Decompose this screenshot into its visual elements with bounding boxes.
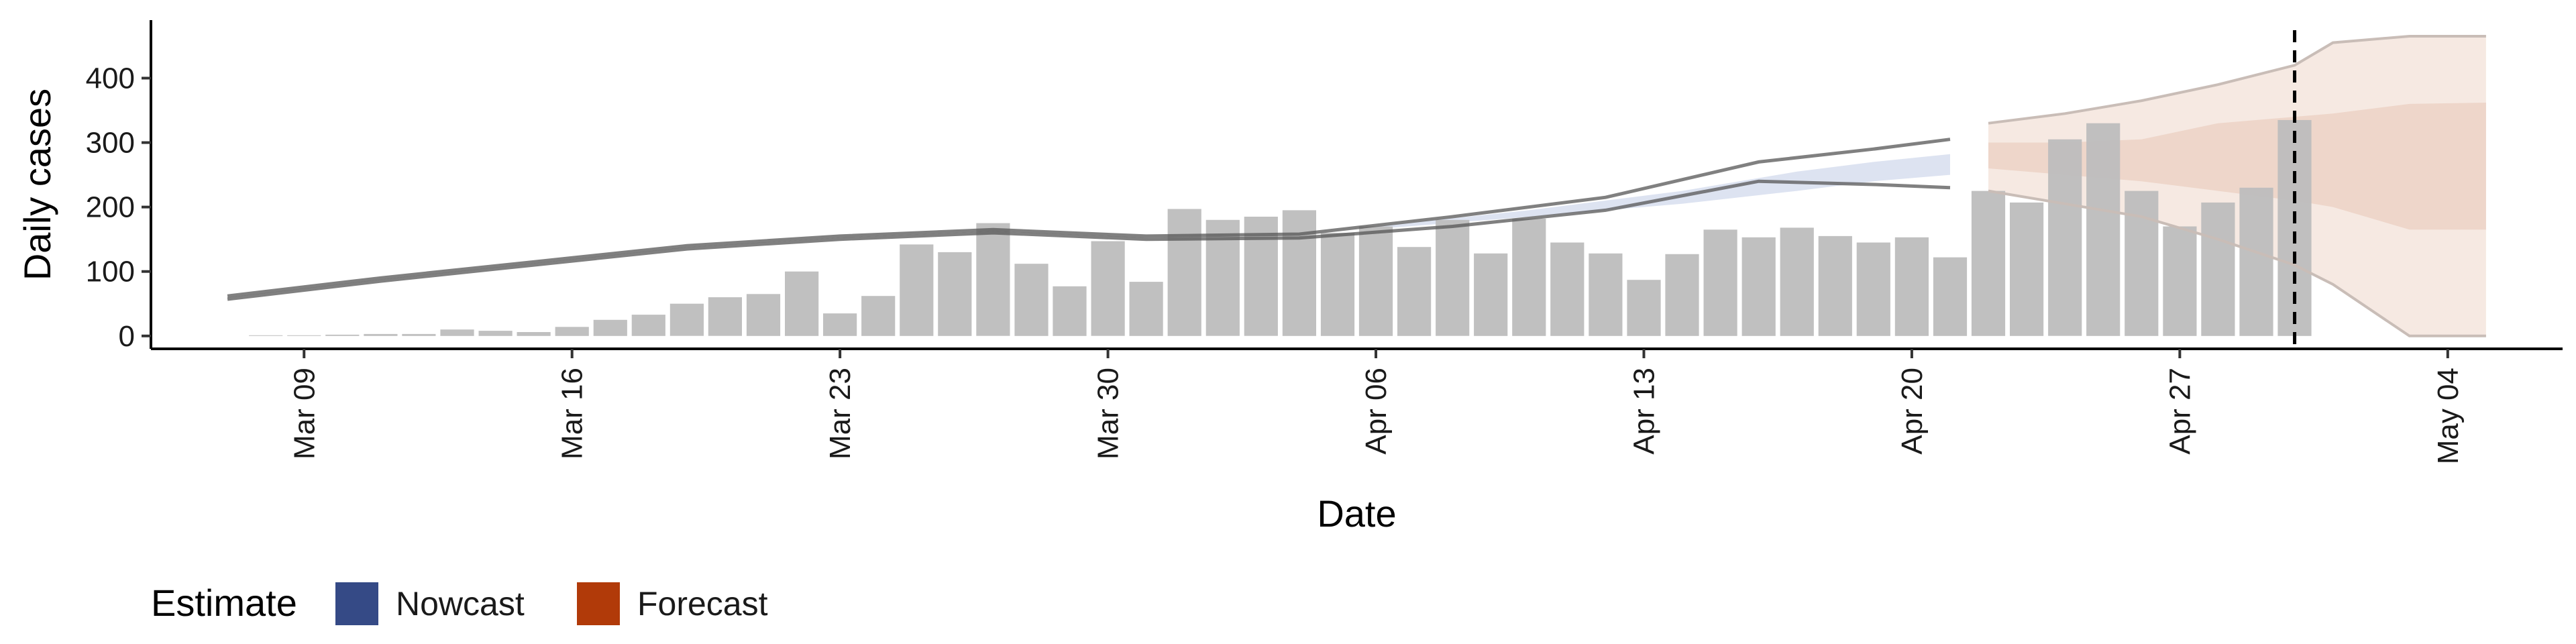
case-bar [1474, 253, 1508, 336]
case-bar [2125, 191, 2159, 336]
case-bar [1894, 237, 1929, 336]
case-bar [517, 332, 551, 336]
y-tick-label: 0 [119, 320, 135, 353]
case-bar [1053, 286, 1087, 336]
forecast-upper-line [1988, 35, 2486, 125]
y-tick-label: 200 [86, 191, 135, 224]
legend-label: Nowcast [396, 585, 525, 623]
estimate-upper-line [227, 138, 1951, 298]
case-bar [1550, 242, 1585, 336]
case-bar [1358, 226, 1393, 336]
case-bar [1741, 237, 1776, 336]
case-bar [1665, 254, 1699, 336]
case-bar [631, 315, 665, 336]
case-bar [1780, 227, 1814, 336]
case-bar [1627, 280, 1661, 336]
case-bar [823, 313, 857, 336]
case-bar [478, 331, 513, 336]
axes [150, 20, 2563, 350]
case-bar [1167, 209, 1201, 336]
case-bar [555, 327, 589, 336]
x-tick-label: Mar 30 [1092, 368, 1125, 460]
case-bar [1818, 235, 1852, 336]
case-bar [1703, 229, 1737, 336]
x-tick-label: Apr 06 [1360, 368, 1393, 455]
case-bar [287, 335, 321, 336]
case-bar [669, 303, 704, 336]
case-bar [1971, 191, 2006, 336]
y-tick-label: 400 [86, 62, 135, 95]
case-bar [1856, 242, 1890, 336]
case-bar [1512, 218, 1546, 336]
x-axis-ticks: Mar 09 Mar 16 Mar 23 Mar 30 Apr 06 Apr 13 Apr … [288, 349, 2465, 464]
forecast-lower-line [1988, 189, 2486, 337]
case-bar [593, 319, 627, 336]
case-bar [2048, 139, 2082, 336]
nowcast-band [1376, 154, 1950, 229]
case-bar [1129, 282, 1163, 336]
case-bar [1091, 241, 1125, 336]
case-bar [900, 244, 934, 336]
case-bar [1282, 210, 1316, 336]
x-tick-label: May 04 [2432, 368, 2465, 464]
case-bar [1589, 253, 1623, 336]
case-bar [1436, 219, 1470, 336]
case-bar [2239, 187, 2273, 336]
legend-label: Forecast [637, 585, 768, 623]
case-bar [402, 333, 436, 336]
legend-swatch [577, 582, 620, 625]
x-axis-title: Date [1317, 492, 1396, 535]
case-bar [1320, 233, 1355, 336]
y-axis-ticks: 0 100 200 300 400 [86, 62, 151, 353]
legend-swatch [335, 582, 378, 625]
x-tick-label: Apr 13 [1627, 368, 1660, 455]
case-bar [1933, 257, 1968, 336]
legend-items: Nowcast Forecast [335, 582, 768, 625]
x-tick-label: Apr 20 [1896, 368, 1929, 455]
case-bar [938, 252, 972, 336]
y-axis-title: Daily cases [16, 89, 58, 280]
case-bar [249, 335, 283, 336]
case-bar [2201, 202, 2235, 336]
x-tick-label: Mar 23 [824, 368, 857, 460]
case-bar [976, 223, 1010, 336]
y-tick-label: 300 [86, 127, 135, 160]
case-bar [1014, 264, 1049, 336]
x-tick-label: Mar 09 [288, 368, 321, 460]
legend-title: Estimate [151, 582, 297, 624]
case-bar [861, 296, 896, 336]
case-bar [364, 333, 398, 336]
case-bar [325, 334, 360, 336]
x-tick-label: Mar 16 [556, 368, 589, 460]
estimate-bands [1376, 36, 2486, 336]
case-bar [2163, 226, 2197, 336]
estimate-lower-line [227, 179, 1951, 301]
legend: Estimate Nowcast Forecast [151, 582, 768, 625]
estimate-lines [227, 35, 2486, 337]
case-bar [785, 271, 819, 336]
case-bar [2010, 202, 2044, 336]
y-tick-label: 100 [86, 256, 135, 288]
case-bar [1397, 247, 1432, 336]
x-tick-label: Apr 27 [2163, 368, 2196, 455]
case-bar [440, 329, 474, 336]
case-bar [746, 294, 781, 336]
case-bar [2086, 123, 2121, 336]
case-bar [708, 297, 742, 336]
forecast-band-inner [1988, 103, 2486, 230]
